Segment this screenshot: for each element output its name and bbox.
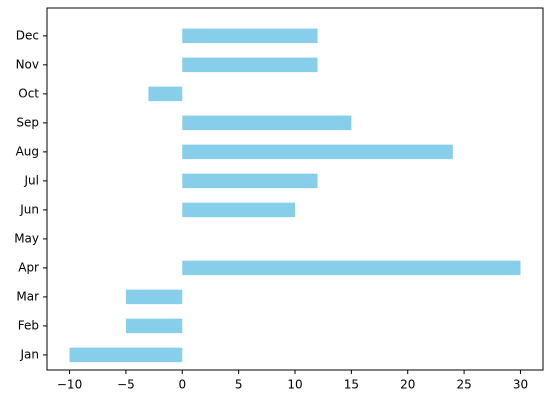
y-tick-label: Apr — [18, 260, 39, 274]
x-tick-label: −5 — [117, 378, 135, 392]
bar — [182, 144, 453, 160]
bar — [182, 260, 521, 276]
bar — [125, 318, 183, 334]
plot-frame — [46, 7, 544, 371]
x-tick-label: 5 — [235, 378, 243, 392]
x-tick-label: 0 — [178, 378, 186, 392]
bar — [182, 115, 352, 131]
x-tick-label: 30 — [513, 378, 528, 392]
x-tick-label: 10 — [287, 378, 302, 392]
x-tick-label: 20 — [400, 378, 415, 392]
y-tick-label: May — [14, 231, 39, 245]
bar — [182, 202, 295, 218]
x-tick-label: 15 — [344, 378, 359, 392]
bar — [125, 289, 183, 305]
bar — [69, 347, 183, 363]
y-tick-label: Jan — [20, 347, 40, 361]
y-tick-label: Dec — [16, 28, 39, 42]
y-tick-label: Oct — [18, 86, 39, 100]
bar — [182, 173, 318, 189]
bar — [182, 57, 318, 73]
y-tick-label: Aug — [16, 144, 39, 158]
y-tick-label: Jul — [24, 173, 39, 187]
y-tick-label: Mar — [16, 289, 39, 303]
y-tick-label: Sep — [16, 115, 39, 129]
bar — [182, 28, 318, 44]
bar — [148, 86, 183, 102]
y-tick-label: Feb — [18, 318, 39, 332]
x-tick-label: 25 — [456, 378, 471, 392]
y-tick-label: Nov — [16, 57, 39, 71]
y-tick-label: Jun — [19, 202, 39, 216]
x-tick-label: −10 — [57, 378, 82, 392]
